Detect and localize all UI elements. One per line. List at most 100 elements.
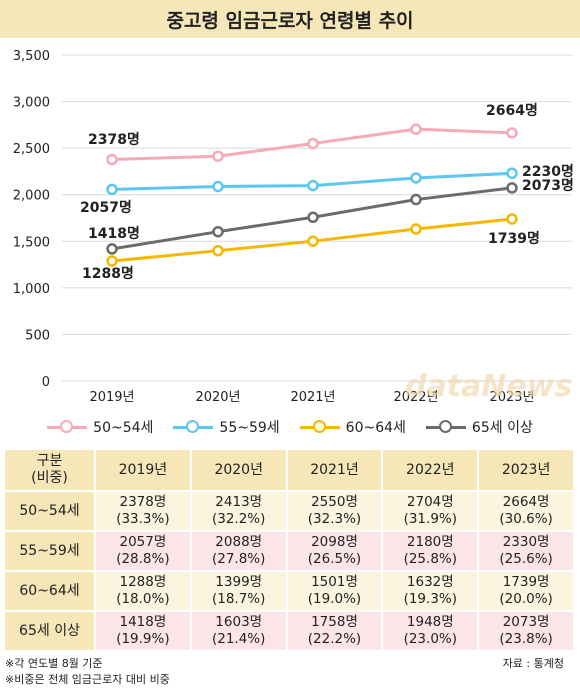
y-tick-label: 0 [42, 375, 50, 390]
data-point [410, 172, 422, 184]
data-point [307, 235, 319, 247]
cell-share: (23.0%) [403, 631, 457, 647]
cell-share: (28.8%) [116, 551, 170, 567]
cell-share: (19.0%) [307, 591, 362, 607]
line-chart: 0 500 1,000 1,500 2,000 2,500 3,000 3,500 2019년 2… [13, 49, 574, 405]
x-tick-label: 2022년 [393, 390, 438, 405]
cell-count: 1739명 [502, 574, 550, 590]
col-header-2020: 2020년 [190, 450, 288, 492]
cell-share: (21.4%) [211, 631, 266, 647]
cell-count: 1758명 [311, 614, 358, 630]
cell-count: 2057명 [119, 534, 167, 550]
data-point [307, 179, 319, 192]
y-tick-label: 1,500 [13, 235, 50, 250]
cell-share: (23.8%) [499, 631, 553, 647]
table-cell: 2704명 (31.9%) [382, 491, 480, 532]
legend-item-50-54: 50~54세 [47, 417, 153, 437]
cell-count: 1603명 [215, 614, 263, 630]
legend-label-55-59: 55~59세 [219, 420, 280, 436]
col-header-2022: 2022년 [382, 450, 480, 492]
table-cell: 2378명 (33.3%) [95, 491, 192, 532]
cell-count: 2378명 [119, 494, 167, 510]
cell-share: (27.8%) [211, 551, 266, 567]
data-point [212, 244, 224, 257]
x-tick-label: 2021년 [290, 390, 335, 405]
cell-share: (31.9%) [403, 511, 457, 527]
data-point [212, 225, 224, 238]
col-header-2019: 2019년 [95, 450, 192, 492]
cell-count: 2704명 [406, 494, 454, 510]
table-cell: 2330명 (25.6%) [478, 531, 575, 572]
table-row-50-54: 50~54세 2378명 (33.3%) 2413명 (32.2%) 2550명 (3… [5, 491, 575, 532]
cell-share: (22.2%) [307, 631, 362, 647]
row-header: 60~64세 [5, 571, 96, 612]
data-point [106, 183, 118, 196]
cell-count: 2550명 [311, 494, 358, 510]
data-label: 1739명 [488, 230, 540, 247]
y-tick-label: 2,000 [13, 189, 50, 204]
data-point [410, 123, 422, 135]
table-row-60-64: 60~64세 1288명 (18.0%) 1399명 (18.7%) 1501명 (1… [5, 571, 575, 612]
table-row-55-59: 55~59세 2057명 (28.8%) 2088명 (27.8%) 2098명 (2… [5, 531, 575, 572]
data-point [506, 213, 518, 225]
data-point [410, 193, 422, 206]
legend-marker-55-59 [173, 420, 214, 434]
data-point [106, 153, 118, 166]
cell-share: (18.7%) [211, 591, 266, 607]
cell-count: 2180명 [406, 534, 454, 550]
data-label: 2073명 [522, 177, 574, 194]
cell-share: (32.3%) [307, 511, 362, 527]
table-cell: 2098명 (26.5%) [286, 531, 384, 572]
data-point [410, 223, 422, 235]
cell-share: (30.6%) [499, 511, 553, 527]
cell-count: 1418명 [119, 614, 167, 630]
corner-line-1: 구분 [36, 453, 63, 469]
legend-marker-60-64 [299, 420, 340, 434]
x-tick-label: 2020년 [195, 390, 240, 405]
table-cell: 2413명 (32.2%) [190, 491, 288, 532]
table-cell: 2550명 (32.3%) [286, 491, 384, 532]
legend-label-60-64: 60~64세 [345, 420, 406, 436]
table-cell: 1948명 (23.0%) [382, 611, 480, 652]
y-tick-label: 500 [25, 328, 50, 343]
chart-title: 중고령 임금근로자 연령별 추이 [0, 0, 580, 38]
cell-count: 2088명 [215, 534, 263, 550]
data-label: 2378명 [88, 131, 140, 148]
data-point [506, 167, 518, 180]
footnote-1: ※각 연도별 8월 기준 [5, 657, 103, 670]
table-cell: 1758명 (22.2%) [286, 611, 384, 652]
cell-count: 1948명 [406, 614, 454, 630]
legend-marker-65 [425, 420, 466, 434]
cell-count: 1501명 [311, 574, 358, 590]
cell-share: (25.8%) [403, 551, 457, 567]
table-cell: 1399명 (18.7%) [190, 571, 288, 612]
cell-share: (19.3%) [403, 591, 457, 607]
table-cell: 1603명 (21.4%) [190, 611, 288, 652]
data-point [212, 180, 224, 193]
cell-count: 2413명 [215, 494, 263, 510]
y-tick-label: 3,000 [13, 96, 50, 111]
y-tick-label: 2,500 [13, 142, 50, 157]
table-cell: 1739명 (20.0%) [478, 571, 575, 612]
cell-count: 1632명 [406, 574, 454, 590]
table-cell: 1418명 (19.9%) [95, 611, 192, 652]
col-header-2023: 2023년 [478, 450, 575, 492]
data-label: 2230명 [522, 163, 574, 180]
cell-share: (18.0%) [116, 591, 170, 607]
cell-count: 2664명 [502, 494, 550, 510]
table-header-row: 구분 (비중) 2019년 2020년 2021년 2022년 2023년 [5, 450, 575, 492]
data-point [307, 211, 319, 224]
cell-share: (19.9%) [116, 631, 170, 647]
x-tick-label: 2019년 [89, 390, 134, 405]
table-cell: 2180명 (25.8%) [382, 531, 480, 572]
col-header-2021: 2021년 [286, 450, 384, 492]
table-row-65-plus: 65세 이상 1418명 (19.9%) 1603명 (21.4%) 1758명 (2… [5, 611, 575, 652]
footnote-2: ※비중은 전체 임금근로자 대비 비중 [5, 673, 170, 686]
cell-share: (20.0%) [499, 591, 553, 607]
cell-share: (32.2%) [211, 511, 266, 527]
watermark-logo: dataNews [405, 369, 572, 404]
cell-share: (33.3%) [116, 511, 170, 527]
data-point [506, 182, 518, 194]
table-cell: 1501명 (19.0%) [286, 571, 384, 612]
table-cell: 2073명 (23.8%) [478, 611, 575, 652]
